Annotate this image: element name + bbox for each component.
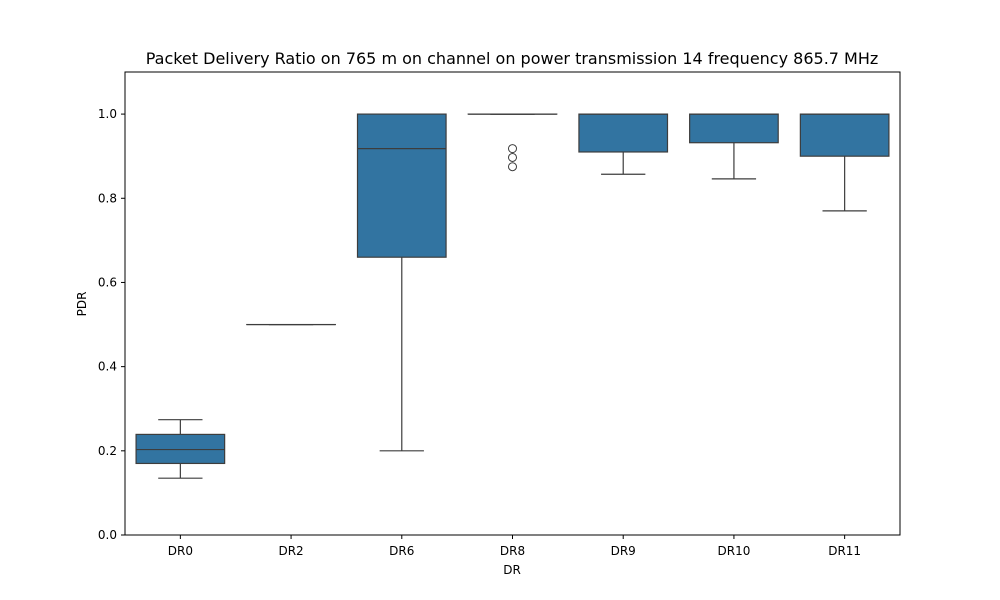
outlier-point <box>508 152 517 162</box>
box-iqr <box>578 113 669 153</box>
box-dr9 <box>578 113 669 175</box>
box-iqr <box>356 113 447 258</box>
outlier-point <box>508 144 517 154</box>
chart-title: Packet Delivery Ratio on 765 m on channe… <box>146 49 879 68</box>
x-axis-label: DR <box>503 563 521 577</box>
x-tick-label: DR6 <box>389 544 414 558</box>
x-tick-label: DR8 <box>500 544 525 558</box>
box-dr0 <box>135 419 226 479</box>
box-dr11 <box>799 113 890 212</box>
x-tick-label: DR2 <box>278 544 303 558</box>
box-dr8 <box>467 113 558 172</box>
box-dr6 <box>356 113 447 452</box>
x-tick-label: DR0 <box>168 544 193 558</box>
x-tick-label: DR11 <box>828 544 861 558</box>
box-iqr <box>799 113 890 157</box>
outlier-point <box>508 162 517 172</box>
box-iqr <box>135 433 226 465</box>
y-axis-label: PDR <box>75 292 89 317</box>
y-axis: 0.0 0.2 0.4 0.6 0.8 1.0 <box>98 107 125 542</box>
x-axis: DR0 DR2 DR6 DR8 DR9 DR10 DR11 <box>168 535 861 558</box>
x-tick-label: DR9 <box>611 544 636 558</box>
box-iqr <box>689 113 779 144</box>
y-tick-label: 0.8 <box>98 191 117 205</box>
x-tick-label: DR10 <box>717 544 750 558</box>
box-dr10 <box>689 113 779 180</box>
y-tick-label: 0.0 <box>98 528 117 542</box>
plot-area <box>135 113 890 479</box>
y-tick-label: 1.0 <box>98 107 117 121</box>
axes-frame <box>124 71 901 536</box>
y-tick-label: 0.4 <box>98 360 117 374</box>
y-tick-label: 0.6 <box>98 275 117 289</box>
y-tick-label: 0.2 <box>98 444 117 458</box>
